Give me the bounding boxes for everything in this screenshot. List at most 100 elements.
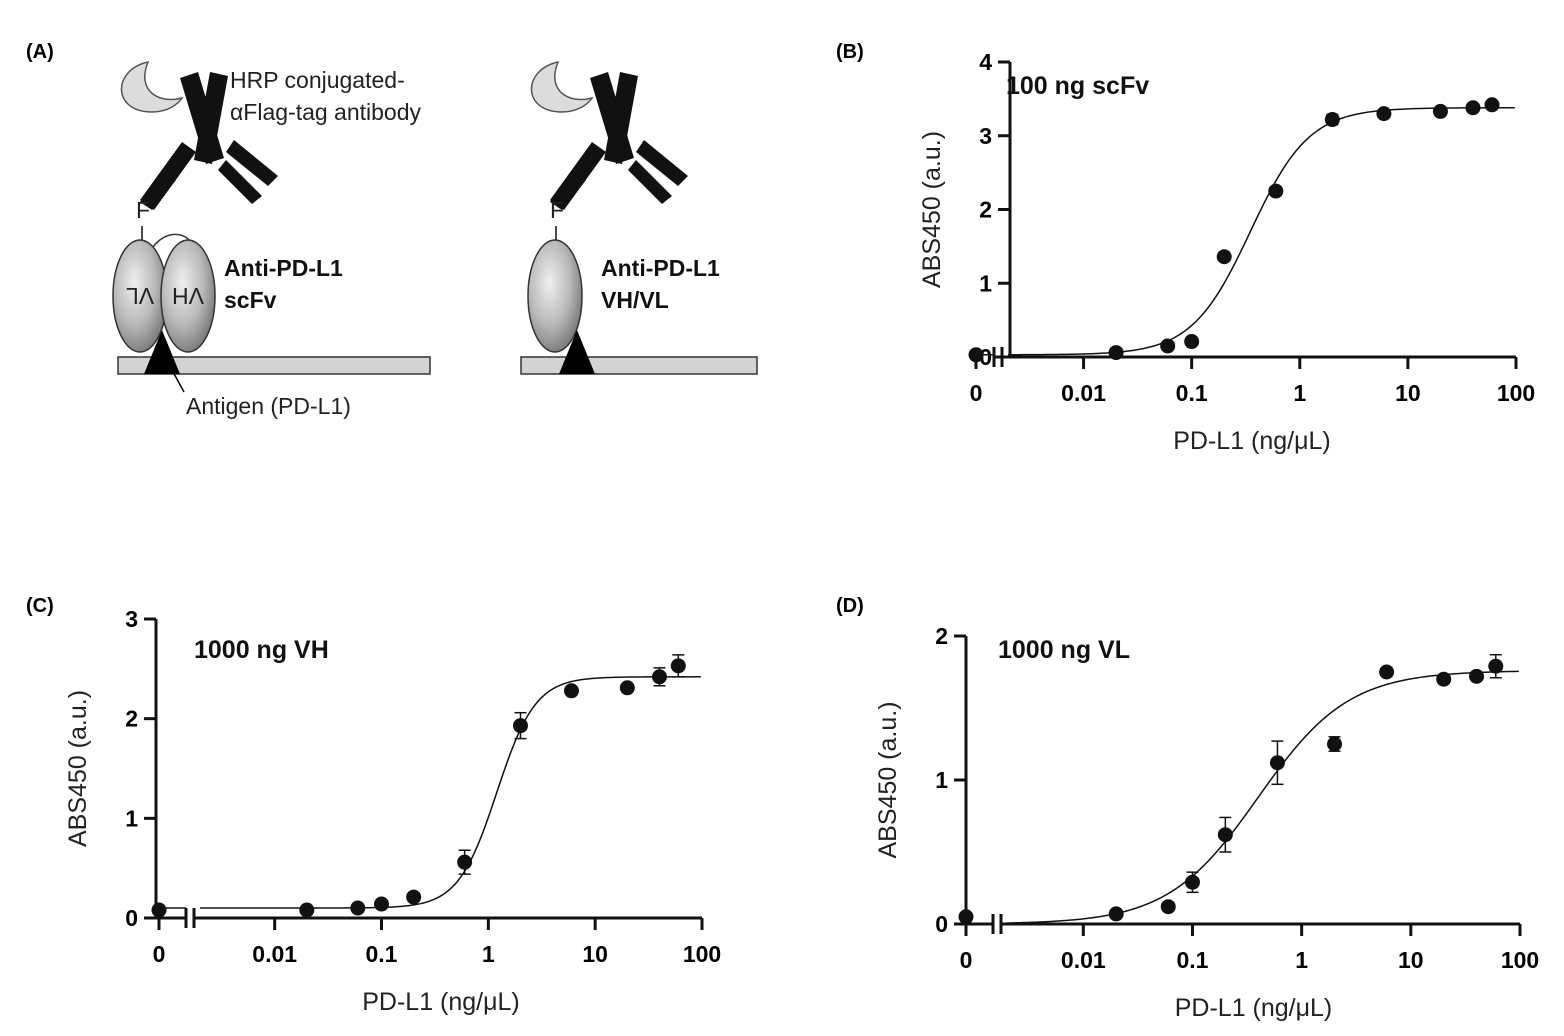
flag-tag-right: F [550,197,564,223]
chart-title: 100 ng scFv [1006,72,1149,100]
x-tick-label: 100 [1497,380,1535,406]
scfv-label-line2: scFv [224,287,277,313]
x-tick-label: 10 [582,941,608,967]
flag-antibody-icon [140,72,278,210]
data-point [1217,827,1233,843]
data-point [1184,334,1200,350]
vhvl-label-line1: Anti-PD-L1 [601,255,720,281]
data-point [1108,345,1124,361]
data-point [1465,100,1481,116]
hrp-label-line2-text: Flag-tag antibody [243,99,421,125]
y-axis-label: ABS450 (a.u.) [874,701,902,858]
antigen-triangle-left [144,330,180,374]
y-tick-label: 0 [125,905,138,931]
x-tick-label: 100 [1501,947,1539,973]
y-tick-label: 2 [125,706,138,732]
data-point [1432,103,1448,119]
x-tick-label: 0.01 [1061,380,1106,406]
x-axis-label: PD-L1 (ng/μL) [1175,994,1333,1022]
y-tick-label: 4 [979,49,992,75]
hrp-label-line2: αFlag-tag antibody [230,99,422,125]
x-tick-label: 0.01 [252,941,297,967]
panel-label-c: (C) [26,595,54,617]
data-point-zero [958,909,974,925]
y-axis-label: ABS450 (a.u.) [918,131,946,288]
elisa-schematic: HRP conjugated- αFlag-tag antibody F VL … [112,60,758,419]
vhvl-label-line2: VH/VL [601,287,669,313]
plate-surface-left [117,356,431,375]
antigen-label: Antigen (PD-L1) [186,393,351,419]
x-axis-label: PD-L1 (ng/μL) [1173,427,1331,455]
data-point [1469,668,1485,684]
hrp-enzyme-icon [120,60,184,113]
data-point [670,658,686,674]
x-tick-label: 100 [683,941,721,967]
x-tick-label: 1 [1293,380,1306,406]
y-tick-label: 0 [979,344,992,370]
scfv-label-line1: Anti-PD-L1 [224,255,343,281]
panel-label-d: (D) [836,595,864,617]
y-tick-label: 0 [935,911,948,937]
data-point-zero [968,347,984,363]
y-tick-label: 3 [979,123,992,149]
x-tick-label: 1 [482,941,495,967]
antigen-pointer [171,369,185,393]
data-point [1160,338,1176,354]
panel-label-a: (A) [26,41,54,63]
vh-domain [160,239,216,353]
y-axis-label: ABS450 (a.u.) [64,690,92,847]
single-domain [527,239,583,353]
x-tick-label: 0.01 [1061,947,1106,973]
y-tick-label: 3 [125,606,138,632]
y-tick-label: 1 [125,805,138,831]
hrp-label-line1: HRP conjugated- [230,67,405,93]
chart-vl: 0 1 2 0 0.01 0.1 1 10 100 PD-L1 (ng/μL) ABS450 (a.… [874,623,1539,1022]
data-point [406,889,422,905]
data-point [350,900,366,916]
antigen-triangle-right [559,330,595,374]
data-point [1160,899,1176,915]
x-tick-label: 10 [1395,380,1421,406]
data-point [1216,249,1232,265]
flag-antibody-icon-right [550,72,688,210]
chart-title: 1000 ng VH [194,636,329,664]
data-point [457,854,473,870]
data-point [1379,664,1395,680]
x-axis-label: PD-L1 (ng/μL) [362,988,520,1016]
x-tick-label: 0 [153,941,166,967]
chart-title: 1000 ng VL [998,636,1130,664]
x-tick-label: 0.1 [1176,380,1208,406]
x-tick-label: 0 [970,380,983,406]
y-tick-label: 1 [935,767,948,793]
y-tick-label: 2 [935,623,948,649]
chart-vh: 0 1 2 3 0 0.01 0.1 1 10 100 PD-L1 (ng/μL) ABS450 (a… [64,606,721,1016]
panel-label-b: (B) [836,41,864,63]
chart-scfv: 0 1 2 3 4 0 0.01 0.1 1 10 100 PD-L1 (ng/μL) ABS450 (… [918,49,1535,455]
data-point-zero [151,902,167,918]
fit-curve [1008,107,1515,356]
data-point [1324,112,1340,128]
data-point [651,669,667,685]
x-tick-label: 1 [1295,947,1308,973]
fit-curve [200,676,701,909]
data-point [1108,906,1124,922]
vh-domain-label: VH [172,283,204,309]
flag-tag-left: F [136,197,150,223]
data-point [1269,755,1285,771]
y-tick-label: 1 [979,270,992,296]
data-point [299,902,315,918]
fit-curve [1006,670,1519,924]
data-point [1436,671,1452,687]
data-point [619,680,635,696]
vl-domain-label: VL [126,283,154,309]
x-tick-label: 0.1 [1176,947,1208,973]
x-tick-label: 0 [960,947,973,973]
data-point [563,683,579,699]
hrp-enzyme-icon-right [530,60,594,113]
x-tick-label: 10 [1398,947,1424,973]
data-point [1488,658,1504,674]
data-point [1327,736,1343,752]
data-point [1484,97,1500,113]
data-point [1184,874,1200,890]
